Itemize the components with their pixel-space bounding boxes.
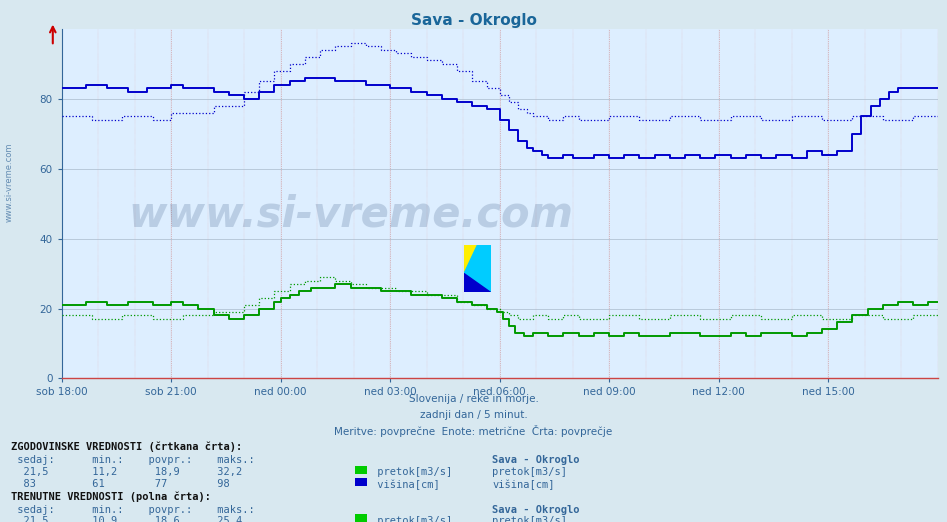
Text: Meritve: povprečne  Enote: metrične  Črta: povprečje: Meritve: povprečne Enote: metrične Črta:… (334, 425, 613, 437)
Polygon shape (464, 245, 491, 292)
Text: višina[cm]: višina[cm] (371, 479, 440, 490)
Polygon shape (464, 274, 491, 292)
Text: Sava - Okroglo: Sava - Okroglo (492, 455, 580, 465)
Text: Sava - Okroglo: Sava - Okroglo (492, 505, 580, 515)
Text: 83         61        77        98: 83 61 77 98 (11, 479, 230, 489)
Text: pretok[m3/s]: pretok[m3/s] (371, 516, 453, 522)
Text: Slovenija / reke in morje.: Slovenija / reke in morje. (408, 394, 539, 404)
Text: Sava - Okroglo: Sava - Okroglo (411, 13, 536, 28)
Text: pretok[m3/s]: pretok[m3/s] (492, 516, 567, 522)
Text: pretok[m3/s]: pretok[m3/s] (492, 467, 567, 477)
Text: zadnji dan / 5 minut.: zadnji dan / 5 minut. (420, 410, 527, 420)
Text: sedaj:      min.:    povpr.:    maks.:: sedaj: min.: povpr.: maks.: (11, 455, 255, 465)
Polygon shape (464, 245, 477, 274)
Text: pretok[m3/s]: pretok[m3/s] (371, 467, 453, 477)
Text: 21,5       10,9      18,6      25,4: 21,5 10,9 18,6 25,4 (11, 516, 242, 522)
Text: ZGODOVINSKE VREDNOSTI (črtkana črta):: ZGODOVINSKE VREDNOSTI (črtkana črta): (11, 441, 242, 452)
Text: www.si-vreme.com: www.si-vreme.com (128, 193, 573, 235)
Text: www.si-vreme.com: www.si-vreme.com (5, 143, 14, 222)
Polygon shape (464, 245, 491, 274)
Text: 21,5       11,2      18,9      32,2: 21,5 11,2 18,9 32,2 (11, 467, 242, 477)
Text: sedaj:      min.:    povpr.:    maks.:: sedaj: min.: povpr.: maks.: (11, 505, 255, 515)
Text: TRENUTNE VREDNOSTI (polna črta):: TRENUTNE VREDNOSTI (polna črta): (11, 492, 211, 502)
Text: višina[cm]: višina[cm] (492, 479, 555, 490)
